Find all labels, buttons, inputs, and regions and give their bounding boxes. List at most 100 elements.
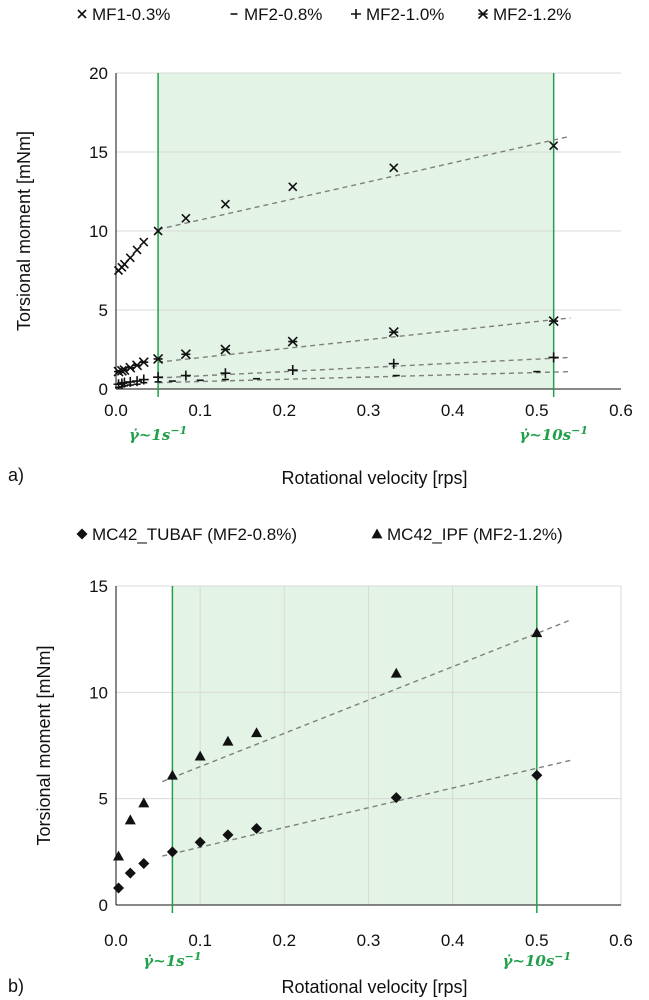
legend-label: MF2-0.8%	[244, 5, 322, 24]
legend-label: MF2-1.2%	[493, 5, 571, 24]
shear-rate-label-main: γ̇~10s	[502, 952, 554, 970]
x-tick-label: 0.3	[357, 401, 381, 420]
data-point	[132, 376, 143, 387]
data-point	[132, 245, 142, 255]
shear-rate-label: γ̇~1s−1	[129, 424, 187, 444]
legend-marker	[351, 9, 361, 19]
data-point	[113, 882, 125, 894]
data-point	[138, 374, 149, 385]
trendline	[158, 356, 571, 379]
legend-marker	[77, 9, 87, 19]
data-point	[531, 627, 543, 638]
trendline	[162, 759, 571, 857]
data-point	[180, 349, 191, 360]
x-tick-label: 0.2	[273, 931, 297, 950]
legend-label: MF2-1.0%	[366, 5, 444, 24]
data-point	[194, 836, 206, 848]
x-tick-label: 0.4	[441, 931, 465, 950]
data-point	[166, 846, 178, 858]
data-point	[388, 327, 399, 338]
data-point	[548, 352, 559, 363]
x-tick-label: 0.6	[609, 931, 633, 950]
y-tick-label: 0	[99, 896, 108, 915]
trendline	[158, 370, 571, 384]
y-tick-label: 0	[99, 380, 108, 399]
x-axis-title: Rotational velocity [rps]	[281, 977, 467, 997]
panel-label: a)	[8, 465, 24, 485]
legend-label: MF1-0.3%	[92, 5, 170, 24]
data-point	[549, 141, 559, 151]
x-tick-label: 0.0	[104, 931, 128, 950]
y-axis-title: Torsional moment [mNm]	[14, 131, 34, 331]
x-tick-label: 0.1	[188, 401, 212, 420]
x-tick-label: 0.2	[273, 401, 297, 420]
data-point	[222, 735, 234, 746]
data-point	[124, 814, 136, 825]
data-point	[181, 213, 191, 223]
x-tick-label: 0.5	[525, 931, 549, 950]
legend-marker	[371, 528, 383, 539]
y-tick-label: 15	[89, 577, 108, 596]
data-point	[390, 667, 402, 678]
shear-rate-label-exponent: −1	[571, 424, 588, 437]
y-tick-label: 5	[99, 301, 108, 320]
shear-rate-label-main: γ̇~1s	[129, 426, 171, 444]
data-point	[388, 358, 399, 369]
shear-rate-label-exponent: −1	[554, 950, 571, 963]
shear-rate-label: γ̇~10s−1	[519, 424, 588, 444]
x-tick-label: 0.6	[609, 401, 633, 420]
shear-rate-label: γ̇~1s−1	[143, 950, 201, 970]
shear-rate-label-main: γ̇~10s	[519, 426, 571, 444]
data-point	[548, 315, 559, 327]
y-tick-label: 5	[99, 790, 108, 809]
legend-marker	[76, 528, 88, 540]
data-point	[166, 769, 178, 780]
trendline	[157, 135, 571, 231]
data-point	[251, 727, 263, 738]
x-tick-label: 0.0	[104, 401, 128, 420]
data-point	[153, 353, 164, 365]
data-point	[287, 365, 298, 376]
data-point	[390, 792, 402, 804]
legend-label: MC42_TUBAF (MF2-0.8%)	[92, 525, 297, 544]
data-point	[288, 182, 298, 192]
x-tick-label: 0.3	[357, 931, 381, 950]
x-tick-label: 0.5	[525, 401, 549, 420]
data-point	[194, 750, 206, 761]
data-point	[153, 226, 163, 236]
y-axis-title: Torsional moment [mNm]	[34, 645, 54, 845]
data-point	[139, 237, 149, 247]
data-point	[389, 163, 399, 173]
y-tick-label: 10	[89, 222, 108, 241]
trendline	[158, 317, 571, 363]
data-point	[222, 829, 234, 841]
x-tick-label: 0.1	[188, 931, 212, 950]
data-point	[287, 336, 298, 347]
data-point	[138, 858, 150, 870]
data-point	[124, 867, 136, 879]
data-point	[220, 344, 231, 355]
shear-rate-label-main: γ̇~1s	[143, 952, 185, 970]
x-axis-title: Rotational velocity [rps]	[281, 468, 467, 488]
data-point	[113, 850, 125, 861]
y-tick-label: 15	[89, 143, 108, 162]
y-tick-label: 20	[89, 64, 108, 83]
shear-rate-label-exponent: −1	[170, 424, 187, 437]
data-point	[125, 253, 135, 263]
x-tick-label: 0.4	[441, 401, 465, 420]
shear-rate-label-exponent: −1	[185, 950, 202, 963]
data-point	[251, 822, 263, 834]
trendline	[162, 619, 571, 783]
data-point	[220, 368, 231, 379]
data-point	[138, 797, 150, 808]
legend-marker	[477, 8, 489, 20]
data-point	[220, 199, 230, 209]
data-point	[531, 769, 543, 781]
data-point	[153, 372, 164, 383]
y-tick-label: 10	[89, 683, 108, 702]
panel-label: b)	[8, 976, 24, 996]
shear-rate-label: γ̇~10s−1	[502, 950, 571, 970]
data-point	[138, 357, 149, 368]
